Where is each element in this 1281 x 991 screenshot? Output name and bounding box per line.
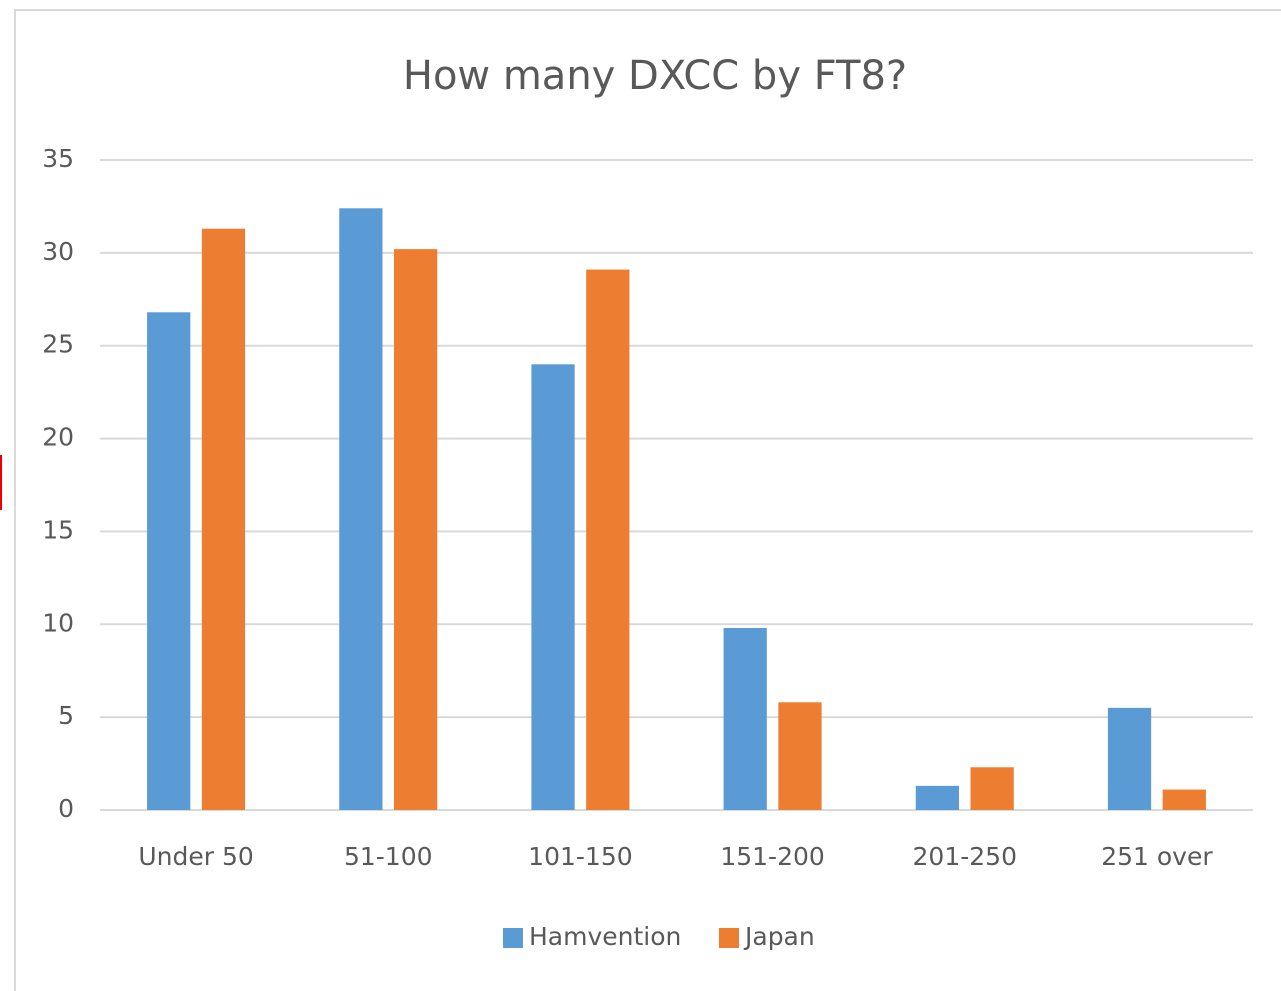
bar bbox=[1107, 707, 1152, 810]
bar bbox=[723, 628, 767, 810]
y-tick-label: 10 bbox=[42, 608, 74, 637]
bar bbox=[970, 767, 1014, 810]
x-tick-label: 201-250 bbox=[913, 842, 1017, 871]
bar bbox=[147, 312, 191, 810]
y-tick-label: 15 bbox=[42, 515, 74, 544]
bar bbox=[201, 228, 246, 810]
x-tick-label: 51-100 bbox=[344, 842, 433, 871]
y-tick-label: 30 bbox=[42, 237, 74, 266]
legend-swatch bbox=[503, 928, 523, 948]
x-tick-label: 101-150 bbox=[528, 842, 632, 871]
legend-swatch bbox=[719, 928, 739, 948]
x-tick-label: 151-200 bbox=[720, 842, 824, 871]
y-tick-label: 35 bbox=[42, 144, 74, 173]
bar bbox=[1162, 789, 1206, 810]
bar bbox=[915, 785, 959, 810]
bar bbox=[339, 208, 383, 811]
legend-label: Hamvention bbox=[529, 922, 681, 951]
y-tick-label: 5 bbox=[58, 701, 74, 730]
y-tick-label: 0 bbox=[58, 794, 74, 823]
y-tick-label: 20 bbox=[42, 423, 74, 452]
bar bbox=[586, 269, 630, 811]
legend-label: Japan bbox=[743, 922, 815, 951]
x-tick-label: 251 over bbox=[1101, 842, 1213, 871]
chart-title: How many DXCC by FT8? bbox=[403, 53, 907, 99]
y-tick-label: 25 bbox=[42, 330, 74, 359]
bar bbox=[394, 249, 438, 811]
x-tick-label: Under 50 bbox=[138, 842, 253, 871]
bar bbox=[531, 364, 575, 810]
bar bbox=[778, 702, 822, 810]
